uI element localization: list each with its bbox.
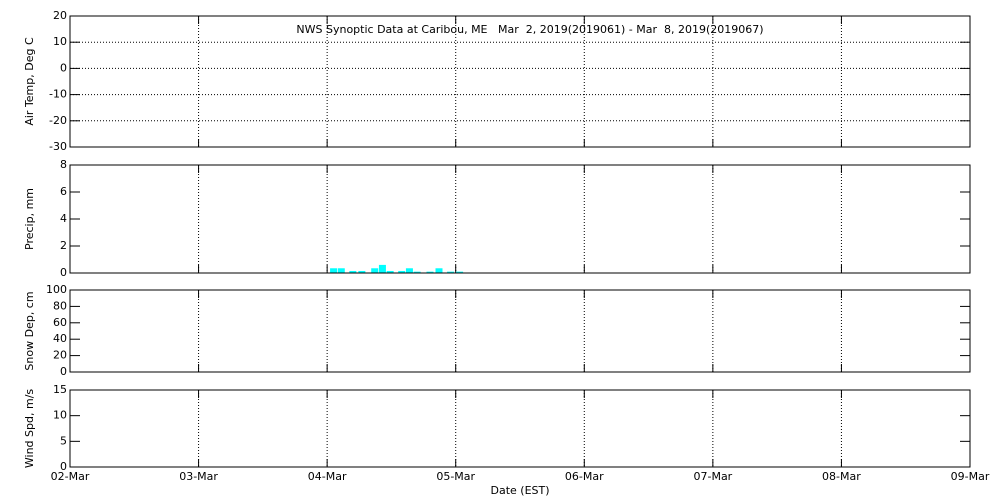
y-tick-label: 80	[53, 299, 67, 312]
bar	[358, 270, 366, 273]
bar	[435, 268, 443, 273]
y-tick-label: 0	[60, 266, 67, 279]
y-tick-label: 8	[60, 158, 67, 171]
y-tick-label: -20	[49, 114, 67, 127]
y-tick-label: -30	[49, 140, 67, 153]
bar	[378, 264, 386, 273]
bar	[426, 271, 434, 273]
y-tick-label: 0	[60, 460, 67, 473]
x-tick-label: 05-Mar	[436, 470, 475, 483]
plot-frame	[69, 389, 971, 468]
y-tick-label: 40	[53, 332, 67, 345]
bar	[405, 268, 413, 273]
y-tick-label: -10	[49, 88, 67, 101]
y-axis-label: Wind Spd, m/s	[23, 389, 36, 469]
plot-frame	[69, 15, 971, 148]
y-tick-label: 5	[60, 434, 67, 447]
plot-frame	[69, 164, 971, 274]
plot-frame	[69, 289, 971, 373]
chart-title: NWS Synoptic Data at Caribou, ME Mar 2, …	[296, 23, 763, 36]
y-tick-label: 0	[60, 61, 67, 74]
y-tick-label: 2	[60, 239, 67, 252]
x-tick-label: 09-Mar	[951, 470, 990, 483]
bar	[447, 271, 455, 273]
bar	[330, 268, 338, 273]
bar	[371, 268, 379, 273]
bar	[456, 271, 464, 273]
x-tick-label: 07-Mar	[693, 470, 732, 483]
y-tick-label: 10	[53, 409, 67, 422]
bar	[413, 271, 421, 273]
bar	[386, 270, 394, 273]
y-tick-label: 6	[60, 185, 67, 198]
bar	[349, 270, 357, 273]
x-tick-label: 02-Mar	[51, 470, 90, 483]
y-tick-label: 15	[53, 383, 67, 396]
y-axis-label: Precip, mm	[23, 188, 36, 250]
y-tick-label: 0	[60, 365, 67, 378]
y-tick-label: 100	[46, 283, 67, 296]
y-tick-label: 20	[53, 9, 67, 22]
y-tick-label: 60	[53, 316, 67, 329]
bar	[337, 268, 345, 273]
y-tick-label: 4	[60, 212, 67, 225]
y-tick-label: 10	[53, 35, 67, 48]
x-tick-label: 03-Mar	[179, 470, 218, 483]
bar	[398, 270, 406, 273]
plot	[330, 264, 464, 273]
x-axis-label: Date (EST)	[490, 484, 549, 497]
x-tick-label: 08-Mar	[822, 470, 861, 483]
x-tick-label: 04-Mar	[308, 470, 347, 483]
y-tick-label: 20	[53, 349, 67, 362]
x-tick-label: 06-Mar	[565, 470, 604, 483]
y-axis-label: Air Temp, Deg C	[23, 37, 36, 126]
y-axis-label: Snow Dep, cm	[23, 291, 36, 370]
